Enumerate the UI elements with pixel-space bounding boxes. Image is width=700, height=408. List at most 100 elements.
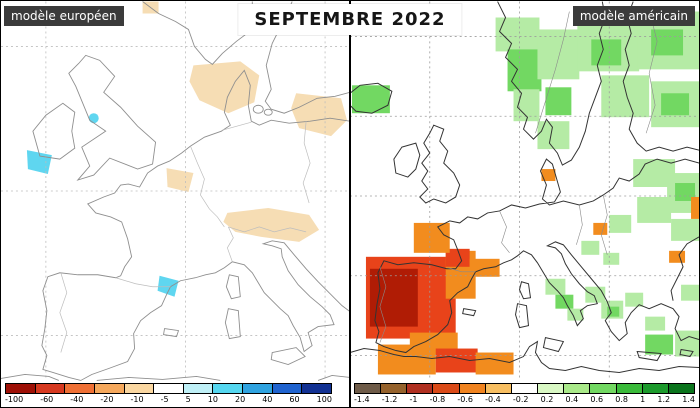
colorbar-labels: -100 -60 -40 -20 -10 -5 5 10 20 40 60 100 (5, 396, 332, 404)
colorbar-segment (182, 384, 213, 393)
africa-coast (350, 340, 699, 373)
sardinia-coast (224, 308, 241, 340)
africa-coast (1, 374, 60, 381)
sicily-coast (542, 336, 565, 353)
sardinia-coast (515, 303, 530, 329)
colorbar-tick-label: -0.4 (485, 395, 501, 404)
mallorca-coast (163, 328, 180, 338)
colorbar-tick-label: 0.8 (615, 395, 628, 404)
colorbar-tick-label: 0.6 (590, 395, 604, 404)
colorbar-segment (667, 384, 695, 393)
finland-coast (622, 1, 699, 152)
colorbar-segment (641, 384, 668, 393)
colorbar-segment (153, 384, 183, 393)
colorbar-tick-label: -60 (40, 395, 54, 404)
american-model-label: modèle américain (572, 6, 695, 26)
colorbar-american: -1.4 -1.2 -1 -0.8 -0.6 -0.4 -0.2 0.2 0.4 0.6 0.8 1 1… (354, 383, 695, 405)
colorbar-segment (432, 384, 459, 393)
panel-american-model: -1.4 -1.2 -1 -0.8 -0.6 -0.4 -0.2 0.2 0.4 0.6 0.8 1 1… (350, 1, 699, 407)
colorbar-tick-label: -40 (70, 395, 84, 404)
africa-coast (96, 376, 221, 381)
colorbar-segment (355, 384, 381, 393)
colorbar-segment (301, 384, 332, 393)
coastlines (1, 1, 350, 381)
colorbar-segment (380, 384, 407, 393)
country-borders (379, 9, 658, 343)
colorbar-segment (537, 384, 564, 393)
colorbar-tick-label: 5 (185, 395, 191, 404)
colorbar-tick-label: -1.4 (354, 395, 370, 404)
colorbar-european: -100 -60 -40 -20 -10 -5 5 10 20 40 60 100 (5, 383, 332, 405)
colorbar-tick-label: 20 (234, 395, 246, 404)
colorbar-segment (64, 384, 94, 393)
colorbar-segment (93, 384, 124, 393)
colorbar-tick-label: 0.2 (540, 395, 554, 404)
ireland-coast (32, 102, 76, 160)
colorbar-segment (123, 384, 154, 393)
baltic-continent-coast (374, 158, 699, 354)
colorbar-tick-label: 60 (289, 395, 300, 404)
colorbar-segment (458, 384, 485, 393)
colorbar-segment (212, 384, 243, 393)
black-sea-coast (670, 236, 699, 301)
colorbar-segment (510, 384, 538, 393)
colorbar-tick-label: -0.2 (512, 395, 529, 404)
colorbar-tick-label: 1.4 (682, 395, 695, 404)
colorbar-tick-label: 100 (316, 395, 332, 404)
colorbar-segment (563, 384, 590, 393)
corsica-coast (518, 281, 532, 300)
norway-coast (142, 1, 253, 65)
colorbar-tick-label: 1 (640, 395, 646, 404)
colorbar-tick-label: 1.2 (657, 395, 671, 404)
colorbar-segment (34, 384, 65, 393)
danish-island (252, 104, 264, 114)
panel-european-model: -100 -60 -40 -20 -10 -5 5 10 20 40 60 100 (1, 1, 350, 407)
crete-coast (636, 350, 662, 362)
map-american-model (350, 1, 699, 381)
colorbar-tick-label: -1.2 (381, 395, 398, 404)
sicily-coast (270, 347, 306, 365)
colorbar-labels: -1.4 -1.2 -1 -0.8 -0.6 -0.4 -0.2 0.2 0.4 0.6 0.8 1 1… (354, 396, 695, 404)
coastlines (350, 1, 699, 373)
colorbar-tick-label: -20 (100, 395, 114, 404)
colorbar-tick-label: 40 (262, 395, 273, 404)
colorbar-tick-label: -100 (5, 395, 24, 404)
colorbar-gradient (5, 383, 332, 394)
mallorca-coast (462, 308, 477, 317)
colorbar-tick-label: -0.6 (457, 395, 473, 404)
anomaly-patches (26, 1, 348, 297)
colorbar-tick-label: -5 (160, 395, 169, 404)
great-britain-coast (68, 54, 157, 181)
colorbar-tick-label: -1 (409, 395, 418, 404)
scandinavia-coast (497, 1, 606, 166)
iceland-coast (350, 82, 393, 114)
colorbar-segment (615, 384, 642, 393)
colorbar-gradient (354, 383, 695, 394)
sweden-coast (264, 1, 350, 114)
great-britain-coast (419, 124, 461, 204)
cyprus-coast (679, 348, 694, 358)
ireland-coast (393, 142, 421, 178)
european-model-label: modèle européen (4, 6, 124, 26)
corsica-coast (225, 274, 241, 300)
colorbar-segment (406, 384, 433, 393)
danish-island (263, 108, 273, 116)
tunisia-coast (317, 375, 350, 381)
colorbar-segment (242, 384, 272, 393)
page-title: SEPTEMBRE 2022 (238, 4, 462, 35)
colorbar-tick-label: -0.8 (429, 395, 446, 404)
map-european-model (1, 1, 350, 381)
colorbar-tick-label: 0.4 (565, 395, 579, 404)
graticule (1, 1, 350, 381)
colorbar-segment (484, 384, 511, 393)
continent-coast (41, 69, 350, 381)
colorbar-segment (271, 384, 302, 393)
panel-divider (349, 1, 351, 407)
colorbar-segment (589, 384, 616, 393)
colorbar-segment (6, 384, 35, 393)
anomaly-patches (351, 11, 699, 375)
colorbar-tick-label: 10 (207, 395, 218, 404)
colorbar-tick-label: -10 (130, 395, 144, 404)
country-borders (59, 121, 311, 353)
